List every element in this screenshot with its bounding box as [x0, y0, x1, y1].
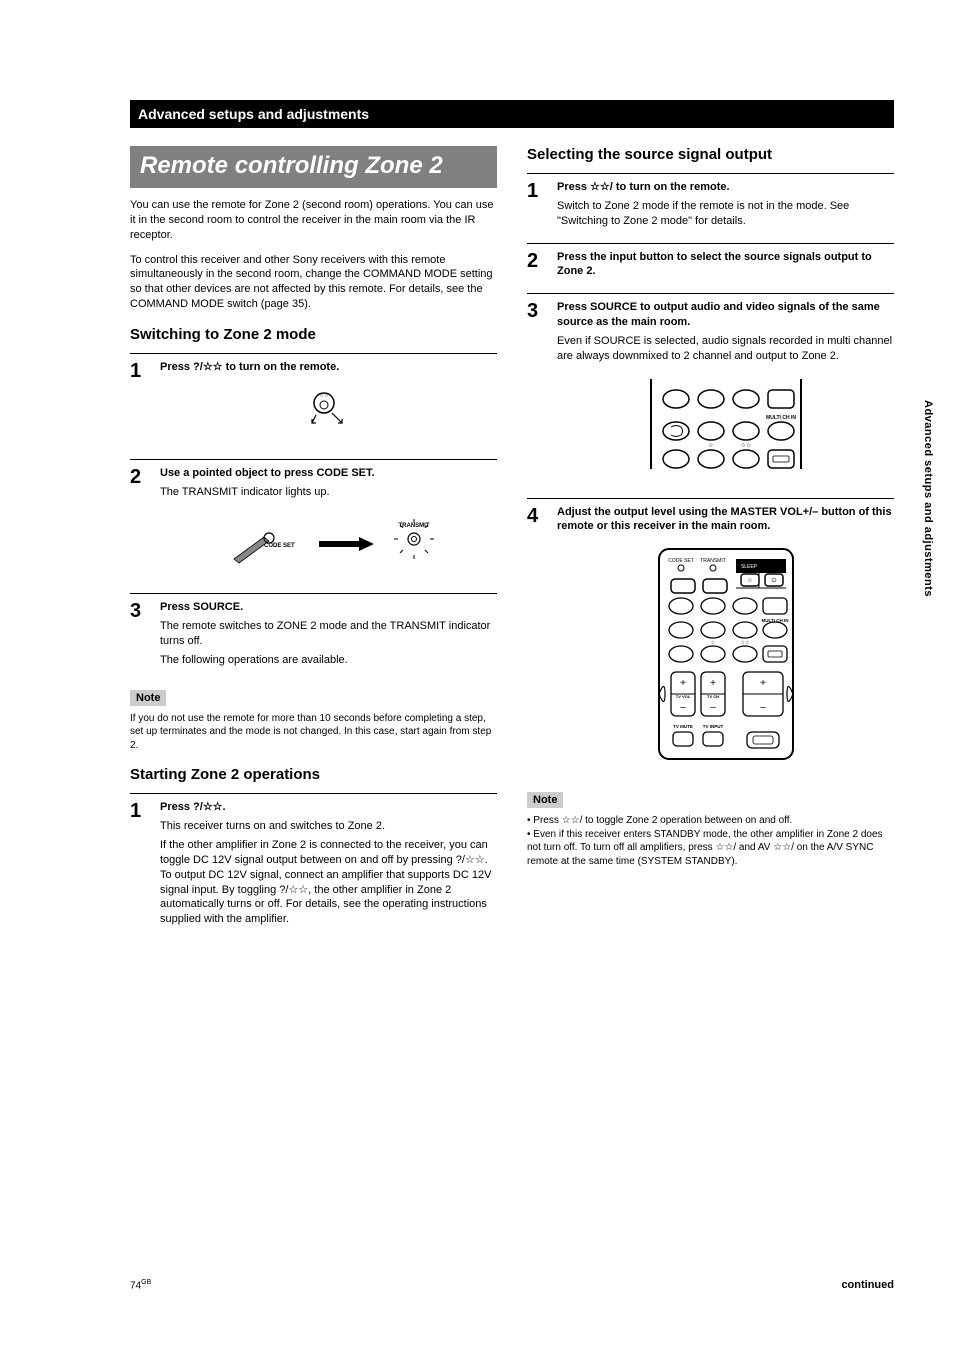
code-set-transmit-illustration: CODE SET TRANSMIT — [160, 509, 497, 569]
svg-text:☆: ☆ — [747, 577, 752, 584]
two-column-layout: Remote controlling Zone 2 You can use th… — [130, 146, 894, 941]
section-heading-switching: Switching to Zone 2 mode — [130, 326, 497, 343]
step-number: 3 — [130, 600, 148, 667]
step-number: 2 — [527, 250, 545, 280]
side-tab: Advanced setups and adjustments — [922, 400, 934, 597]
svg-text:☆☆: ☆☆ — [740, 442, 751, 449]
intro-paragraph-2: To control this receiver and other Sony … — [130, 253, 497, 312]
continued-label: continued — [841, 1279, 894, 1291]
power-button-illustration: ☆☆ — [160, 385, 497, 435]
step-body: Press ?/☆☆ to turn on the remote. ☆☆ — [160, 360, 497, 445]
page-root: Advanced setups and adjustments Remote c… — [0, 0, 954, 981]
power-icon: ☆☆ — [590, 181, 610, 193]
step-1: 1 Press ?/☆☆ to turn on the remote. ☆☆ — [130, 353, 497, 445]
svg-text:+: + — [760, 678, 766, 689]
left-column: Remote controlling Zone 2 You can use th… — [130, 146, 497, 941]
svg-text:+: + — [710, 678, 716, 689]
power-icon: ☆☆ — [203, 361, 223, 373]
svg-text:CODE SET: CODE SET — [668, 558, 694, 564]
svg-text:☆: ☆ — [708, 442, 713, 449]
step-body: Press the input button to select the sou… — [557, 250, 894, 280]
svg-text:⏻: ⏻ — [771, 577, 776, 584]
step-body: Press ?/☆☆. This receiver turns on and s… — [160, 800, 497, 927]
page-title: Remote controlling Zone 2 — [140, 152, 487, 180]
remote-full-illustration: CODE SET TRANSMIT SLEEP ☆ ⏻ — [557, 544, 894, 764]
svg-text:☆: ☆ — [710, 640, 715, 646]
note-heading: Note — [130, 690, 166, 706]
page-footer: 74GB — [130, 1279, 151, 1291]
power-icon: ☆☆ — [465, 854, 485, 866]
power-icon: ☆☆ — [288, 884, 308, 896]
r-step-2: 2 Press the input button to select the s… — [527, 243, 894, 280]
intro-paragraph-1: You can use the remote for Zone 2 (secon… — [130, 198, 497, 243]
step-number: 2 — [130, 466, 148, 580]
r-step-1: 1 Press ☆☆/ to turn on the remote. Switc… — [527, 173, 894, 229]
svg-text:–: – — [710, 702, 716, 713]
note-text: • Press ☆☆/ to toggle Zone 2 operation b… — [527, 814, 894, 868]
power-icon: ☆☆ — [562, 815, 580, 826]
section-header-text: Advanced setups and adjustments — [138, 106, 369, 122]
svg-text:+: + — [680, 678, 686, 689]
power-icon: ☆☆ — [773, 842, 791, 853]
step-number: 3 — [527, 300, 545, 483]
section-header-bar: Advanced setups and adjustments — [130, 100, 894, 128]
remote-top-illustration: MULTI CH IN ☆ ☆☆ — [557, 374, 894, 474]
section-heading-selecting: Selecting the source signal output — [527, 146, 894, 163]
svg-text:–: – — [680, 702, 686, 713]
step-number: 1 — [527, 180, 545, 229]
note-heading: Note — [527, 792, 563, 808]
svg-text:MULTI CH IN: MULTI CH IN — [766, 415, 796, 421]
svg-text:SLEEP: SLEEP — [740, 564, 757, 570]
svg-text:☆☆: ☆☆ — [319, 393, 328, 399]
note-text: If you do not use the remote for more th… — [130, 712, 497, 753]
r-step-3: 3 Press SOURCE to output audio and video… — [527, 293, 894, 483]
right-column: Selecting the source signal output 1 Pre… — [527, 146, 894, 941]
section-heading-starting: Starting Zone 2 operations — [130, 766, 497, 783]
svg-text:☆☆: ☆☆ — [740, 640, 749, 646]
zone2-step-1: 1 Press ?/☆☆. This receiver turns on and… — [130, 793, 497, 927]
svg-text:TRANSMIT: TRANSMIT — [700, 558, 726, 564]
step-2: 2 Use a pointed object to press CODE SET… — [130, 459, 497, 580]
power-icon: ☆☆ — [203, 801, 223, 813]
svg-text:TV CH: TV CH — [707, 694, 719, 699]
step-number: 4 — [527, 505, 545, 775]
svg-text:CODE SET: CODE SET — [264, 543, 295, 549]
step-body: Press ☆☆/ to turn on the remote. Switch … — [557, 180, 894, 229]
note-block: Note If you do not use the remote for mo… — [130, 688, 497, 753]
svg-text:TV INPUT: TV INPUT — [702, 724, 723, 729]
svg-text:TV MUTE: TV MUTE — [673, 724, 693, 729]
step-body: Adjust the output level using the MASTER… — [557, 505, 894, 775]
svg-text:TV VOL: TV VOL — [675, 694, 690, 699]
step-number: 1 — [130, 800, 148, 927]
step-number: 1 — [130, 360, 148, 445]
step-3: 3 Press SOURCE. The remote switches to Z… — [130, 593, 497, 667]
step-body: Use a pointed object to press CODE SET. … — [160, 466, 497, 580]
title-box: Remote controlling Zone 2 — [130, 146, 497, 188]
power-icon: ☆☆ — [715, 842, 733, 853]
r-step-4: 4 Adjust the output level using the MAST… — [527, 498, 894, 775]
step-body: Press SOURCE to output audio and video s… — [557, 300, 894, 483]
svg-text:–: – — [760, 702, 766, 713]
note-block-right: Note • Press ☆☆/ to toggle Zone 2 operat… — [527, 790, 894, 868]
step-body: Press SOURCE. The remote switches to ZON… — [160, 600, 497, 667]
